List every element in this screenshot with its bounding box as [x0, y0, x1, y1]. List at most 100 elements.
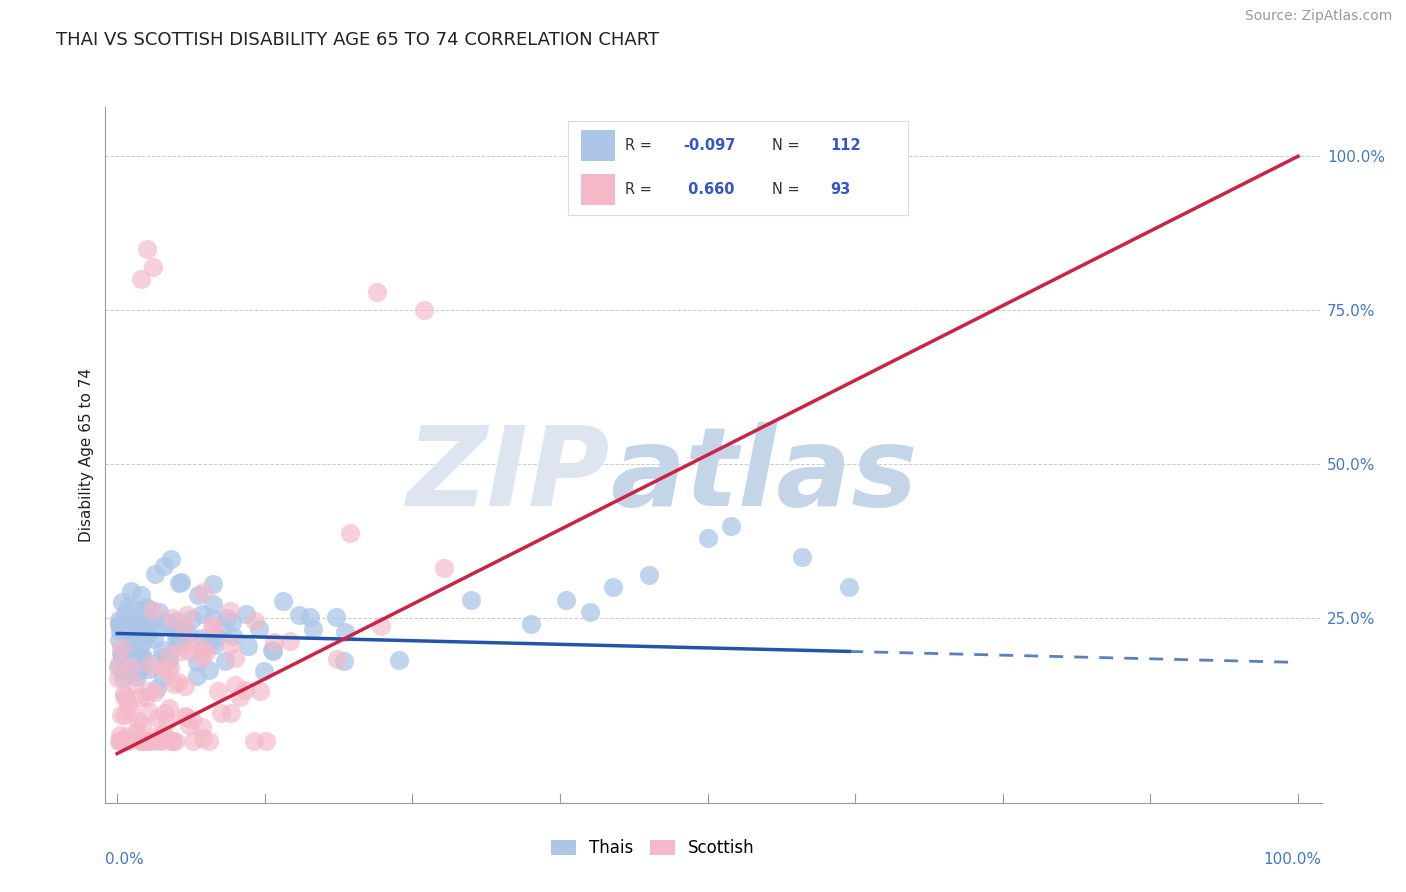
Point: [150, 651, 173, 665]
Point: [115, 646, 138, 660]
Point: [288, 608, 311, 623]
Point: [280, 633, 302, 648]
Point: [128, 690, 150, 704]
Text: Source: ZipAtlas.com: Source: ZipAtlas.com: [1244, 9, 1392, 23]
Point: [143, 566, 166, 581]
Point: [333, 624, 356, 639]
Point: [112, 687, 135, 701]
Point: [129, 734, 152, 748]
Point: [333, 654, 356, 668]
Point: [578, 605, 600, 619]
Point: [108, 734, 131, 748]
Point: [120, 665, 142, 680]
Point: [339, 525, 361, 540]
Point: [207, 684, 229, 698]
Point: [176, 710, 198, 724]
Point: [138, 684, 160, 698]
Point: [138, 734, 160, 748]
Point: [121, 633, 143, 648]
Point: [155, 649, 177, 664]
Point: [110, 640, 132, 655]
Point: [159, 552, 181, 566]
Point: [121, 625, 143, 640]
Point: [720, 518, 742, 533]
Point: [110, 648, 132, 662]
Point: [157, 653, 180, 667]
Point: [191, 631, 214, 645]
Point: [117, 697, 139, 711]
Point: [263, 635, 285, 649]
Point: [131, 657, 153, 671]
Point: [243, 615, 266, 629]
Point: [129, 588, 152, 602]
Point: [107, 671, 129, 685]
Point: [252, 664, 274, 678]
Point: [108, 614, 131, 628]
Point: [150, 734, 173, 748]
Point: [160, 734, 183, 748]
Point: [132, 634, 155, 648]
Point: [128, 620, 150, 634]
Point: [112, 671, 135, 685]
Point: [120, 583, 142, 598]
Point: [326, 652, 349, 666]
Text: 0.0%: 0.0%: [105, 852, 145, 866]
Point: [218, 604, 240, 618]
Point: [183, 638, 205, 652]
Point: [107, 618, 129, 632]
Point: [148, 734, 170, 748]
Point: [179, 644, 201, 658]
Point: [114, 626, 136, 640]
Point: [637, 568, 659, 582]
Point: [121, 614, 143, 628]
Point: [117, 624, 139, 638]
Point: [145, 729, 167, 743]
Point: [181, 612, 204, 626]
Point: [197, 663, 219, 677]
Point: [325, 610, 347, 624]
Point: [131, 718, 153, 732]
Point: [108, 734, 131, 748]
Point: [183, 734, 205, 748]
Point: [108, 657, 131, 671]
Point: [221, 615, 243, 629]
Point: [124, 678, 146, 692]
Point: [131, 650, 153, 665]
Point: [163, 734, 186, 748]
Point: [146, 681, 169, 695]
Point: [176, 608, 198, 623]
Point: [128, 651, 150, 665]
Point: [555, 592, 578, 607]
Point: [136, 602, 159, 616]
Point: [142, 603, 165, 617]
Text: 100.0%: 100.0%: [1264, 852, 1322, 866]
Point: [143, 632, 166, 646]
Point: [205, 630, 228, 644]
Point: [173, 709, 195, 723]
Point: [132, 606, 155, 620]
Point: [260, 642, 283, 657]
Point: [177, 718, 200, 732]
Point: [114, 654, 136, 668]
Point: [128, 615, 150, 630]
Point: [108, 734, 131, 748]
Point: [191, 720, 214, 734]
Point: [131, 651, 153, 665]
Point: [146, 710, 169, 724]
Point: [219, 706, 242, 720]
Text: atlas: atlas: [610, 422, 918, 529]
Point: [114, 607, 136, 621]
Y-axis label: Disability Age 65 to 74: Disability Age 65 to 74: [79, 368, 94, 542]
Point: [254, 734, 277, 748]
Point: [118, 659, 141, 673]
Point: [111, 618, 134, 632]
Point: [162, 734, 184, 748]
Point: [153, 615, 176, 629]
Point: [127, 664, 149, 678]
Point: [156, 714, 179, 728]
Point: [388, 653, 411, 667]
Point: [157, 618, 180, 632]
Point: [602, 580, 624, 594]
Text: ZIP: ZIP: [406, 422, 610, 529]
Point: [134, 734, 156, 748]
